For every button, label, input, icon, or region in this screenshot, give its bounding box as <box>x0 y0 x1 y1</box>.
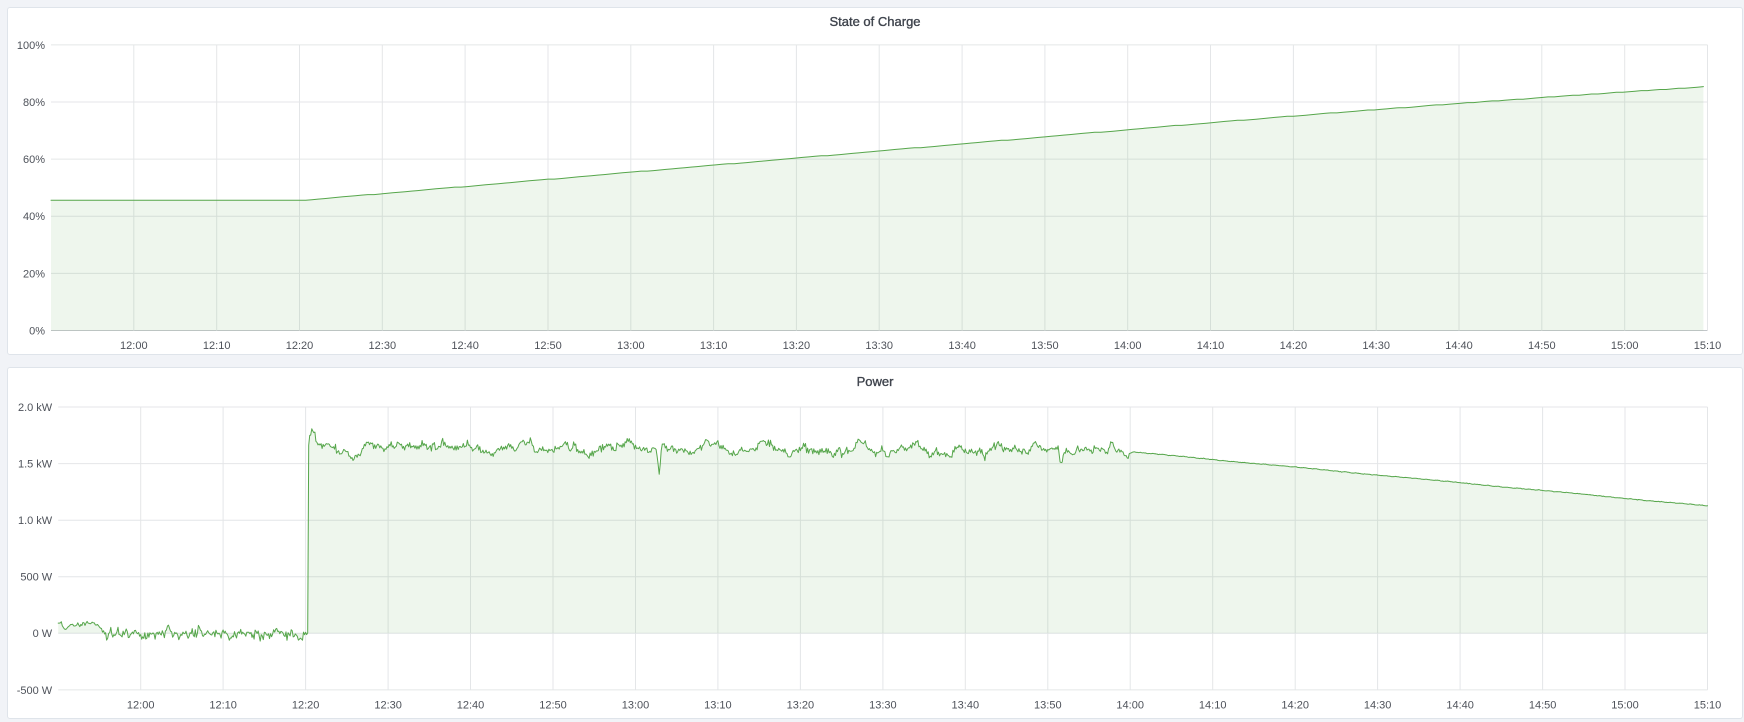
svg-text:40%: 40% <box>23 211 45 223</box>
svg-text:13:00: 13:00 <box>622 700 650 712</box>
svg-text:13:30: 13:30 <box>865 340 893 352</box>
svg-text:15:10: 15:10 <box>1694 340 1722 352</box>
svg-text:80%: 80% <box>23 97 45 109</box>
svg-text:100%: 100% <box>17 40 45 52</box>
svg-text:14:00: 14:00 <box>1114 340 1142 352</box>
svg-text:12:40: 12:40 <box>451 340 479 352</box>
svg-text:0%: 0% <box>29 325 45 337</box>
svg-text:13:30: 13:30 <box>869 700 897 712</box>
svg-text:12:50: 12:50 <box>539 700 567 712</box>
svg-text:2.0 kW: 2.0 kW <box>18 402 53 414</box>
svg-text:14:50: 14:50 <box>1528 340 1556 352</box>
svg-text:13:40: 13:40 <box>952 700 980 712</box>
svg-text:-500 W: -500 W <box>17 685 53 697</box>
svg-text:12:20: 12:20 <box>292 700 320 712</box>
svg-text:15:00: 15:00 <box>1611 700 1639 712</box>
svg-text:12:00: 12:00 <box>120 340 148 352</box>
svg-text:14:30: 14:30 <box>1364 700 1392 712</box>
svg-text:20%: 20% <box>23 268 45 280</box>
svg-text:14:10: 14:10 <box>1197 340 1225 352</box>
svg-text:14:10: 14:10 <box>1199 700 1227 712</box>
svg-text:13:20: 13:20 <box>783 340 811 352</box>
svg-text:14:40: 14:40 <box>1445 340 1473 352</box>
svg-text:14:30: 14:30 <box>1362 340 1390 352</box>
svg-text:500 W: 500 W <box>20 572 52 584</box>
svg-text:13:10: 13:10 <box>704 700 732 712</box>
svg-text:12:40: 12:40 <box>457 700 485 712</box>
svg-text:60%: 60% <box>23 154 45 166</box>
svg-text:12:30: 12:30 <box>369 340 397 352</box>
svg-text:1.0 kW: 1.0 kW <box>18 515 53 527</box>
svg-text:0 W: 0 W <box>33 628 53 640</box>
svg-text:14:40: 14:40 <box>1446 700 1474 712</box>
svg-text:13:50: 13:50 <box>1034 700 1062 712</box>
svg-text:14:20: 14:20 <box>1280 340 1308 352</box>
svg-text:15:00: 15:00 <box>1611 340 1639 352</box>
svg-text:13:40: 13:40 <box>948 340 976 352</box>
svg-text:13:10: 13:10 <box>700 340 728 352</box>
svg-text:15:10: 15:10 <box>1694 700 1722 712</box>
svg-text:13:20: 13:20 <box>787 700 815 712</box>
svg-text:12:00: 12:00 <box>127 700 155 712</box>
svg-text:12:50: 12:50 <box>534 340 562 352</box>
svg-text:12:10: 12:10 <box>209 700 237 712</box>
svg-text:13:00: 13:00 <box>617 340 645 352</box>
svg-text:12:30: 12:30 <box>374 700 402 712</box>
svg-text:12:20: 12:20 <box>286 340 314 352</box>
svg-text:14:00: 14:00 <box>1116 700 1144 712</box>
svg-text:1.5 kW: 1.5 kW <box>18 459 53 471</box>
svg-text:13:50: 13:50 <box>1031 340 1059 352</box>
svg-text:14:20: 14:20 <box>1281 700 1309 712</box>
svg-text:12:10: 12:10 <box>203 340 231 352</box>
svg-text:14:50: 14:50 <box>1529 700 1557 712</box>
